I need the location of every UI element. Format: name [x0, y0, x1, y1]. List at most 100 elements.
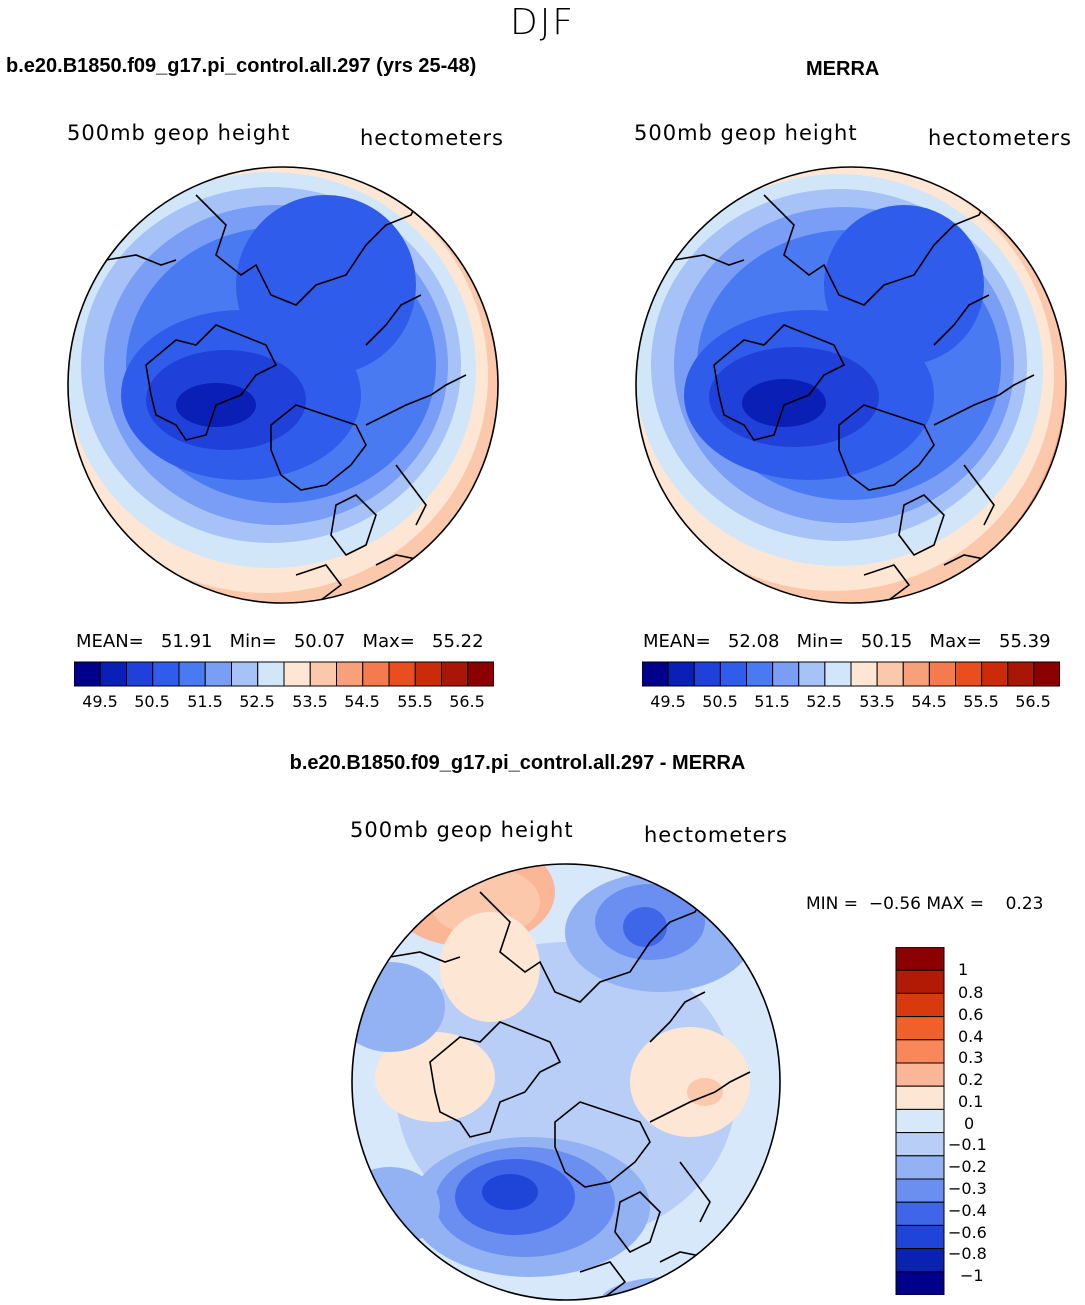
colorbar-swatch — [895, 947, 945, 971]
colorbar-swatch — [283, 661, 311, 687]
colorbar-swatch — [895, 1108, 945, 1134]
colorbar-swatch — [667, 661, 695, 687]
diff-min-value: −0.56 — [868, 894, 921, 914]
left-colorbar — [74, 661, 494, 687]
right-tick: 54.5 — [911, 692, 947, 711]
left-tick: 53.5 — [292, 692, 328, 711]
left-stats: MEAN= 51.91 Min= 50.07 Max= 55.22 — [76, 631, 484, 652]
colorbar-swatch — [798, 661, 826, 687]
right-colorbar — [642, 661, 1060, 687]
left-polar-map — [67, 166, 499, 604]
left-colorbar-ticks: 49.5 50.5 51.5 52.5 53.5 54.5 55.5 56.5 — [74, 692, 494, 712]
diff-tick: −1 — [960, 1266, 984, 1285]
left-tick: 55.5 — [397, 692, 433, 711]
left-units-label: hectometers — [360, 126, 504, 150]
left-max-label: Max= — [362, 631, 415, 652]
diff-max-value: 0.23 — [1005, 894, 1044, 914]
colorbar-swatch — [99, 661, 127, 687]
left-min-value: 50.07 — [293, 631, 346, 652]
colorbar-swatch — [895, 1271, 945, 1295]
left-min-label: Min= — [229, 631, 277, 652]
colorbar-swatch — [336, 661, 364, 687]
right-tick: 55.5 — [963, 692, 999, 711]
right-colorbar-ticks: 49.5 50.5 51.5 52.5 53.5 54.5 55.5 56.5 — [642, 692, 1060, 712]
diff-tick: −0.1 — [948, 1135, 987, 1154]
colorbar-swatch — [362, 661, 390, 687]
colorbar-swatch — [178, 661, 206, 687]
left-mean-value: 51.91 — [160, 631, 213, 652]
right-tick: 49.5 — [650, 692, 686, 711]
colorbar-swatch — [895, 992, 945, 1018]
colorbar-swatch — [850, 661, 878, 687]
colorbar-swatch — [441, 661, 469, 687]
colorbar-swatch — [309, 661, 337, 687]
diff-colorbar — [895, 947, 945, 1295]
left-tick: 51.5 — [187, 692, 223, 711]
diff-tick: 0 — [964, 1114, 975, 1133]
right-tick: 56.5 — [1015, 692, 1051, 711]
right-units-label: hectometers — [928, 126, 1072, 150]
diff-tick: −0.4 — [948, 1201, 987, 1220]
colorbar-swatch — [642, 661, 669, 687]
colorbar-swatch — [895, 1248, 945, 1273]
colorbar-swatch — [467, 661, 494, 687]
diff-units-label: hectometers — [644, 823, 788, 847]
colorbar-swatch — [902, 661, 930, 687]
colorbar-swatch — [895, 1178, 945, 1203]
colorbar-swatch — [824, 661, 852, 687]
right-max-value: 55.39 — [999, 631, 1051, 652]
right-mean-value: 52.08 — [727, 631, 780, 652]
left-tick: 52.5 — [239, 692, 275, 711]
left-max-value: 55.22 — [432, 631, 484, 652]
colorbar-swatch — [895, 1224, 945, 1250]
left-tick: 54.5 — [344, 692, 380, 711]
left-field-label: 500mb geop height — [67, 121, 291, 145]
diff-tick: −0.6 — [948, 1223, 987, 1242]
diff-panel-title: b.e20.B1850.f09_g17.pi_control.all.297 -… — [289, 752, 746, 774]
diff-colorbar-ticks: 1 0.8 0.6 0.4 0.3 0.2 0.1 0 −0.1 −0.2 −0… — [948, 947, 1034, 1295]
left-tick: 50.5 — [134, 692, 170, 711]
left-panel-title: b.e20.B1850.f09_g17.pi_control.all.297 (… — [6, 55, 477, 77]
diff-tick: −0.8 — [948, 1244, 987, 1263]
diff-max-label: MAX = — [926, 894, 984, 914]
colorbar-swatch — [388, 661, 416, 687]
right-stats: MEAN= 52.08 Min= 50.15 Max= 55.39 — [643, 631, 1051, 652]
colorbar-swatch — [719, 661, 748, 687]
right-mean-label: MEAN= — [643, 631, 711, 652]
diff-tick: 0.3 — [958, 1048, 984, 1067]
left-tick: 49.5 — [82, 692, 118, 711]
diff-tick: 0.1 — [958, 1092, 984, 1111]
diff-tick: 1 — [958, 960, 969, 979]
colorbar-swatch — [152, 661, 180, 687]
colorbar-swatch — [204, 661, 232, 687]
diff-stats: MIN = −0.56 MAX = 0.23 — [806, 894, 1043, 914]
right-min-value: 50.15 — [860, 631, 913, 652]
colorbar-swatch — [928, 661, 957, 687]
colorbar-swatch — [895, 1085, 945, 1110]
colorbar-swatch — [955, 661, 983, 687]
colorbar-swatch — [693, 661, 721, 687]
right-panel-title: MERRA — [806, 58, 880, 80]
colorbar-swatch — [895, 1016, 945, 1041]
colorbar-swatch — [74, 661, 101, 687]
diff-polar-map — [351, 863, 781, 1301]
colorbar-swatch — [895, 969, 945, 994]
diff-tick: 0.6 — [958, 1005, 984, 1024]
colorbar-swatch — [895, 1132, 945, 1157]
right-min-label: Min= — [796, 631, 844, 652]
diff-tick: 0.4 — [958, 1027, 984, 1046]
colorbar-swatch — [1007, 661, 1035, 687]
colorbar-swatch — [1033, 661, 1060, 687]
diff-field-label: 500mb geop height — [350, 818, 574, 842]
colorbar-swatch — [981, 661, 1009, 687]
left-tick: 56.5 — [449, 692, 485, 711]
diff-min-label: MIN = — [806, 894, 859, 914]
colorbar-swatch — [231, 661, 259, 687]
right-field-label: 500mb geop height — [634, 121, 858, 145]
colorbar-swatch — [257, 661, 285, 687]
colorbar-swatch — [126, 661, 154, 687]
colorbar-swatch — [772, 661, 800, 687]
right-max-label: Max= — [929, 631, 982, 652]
right-polar-map — [635, 166, 1067, 604]
right-tick: 50.5 — [702, 692, 738, 711]
